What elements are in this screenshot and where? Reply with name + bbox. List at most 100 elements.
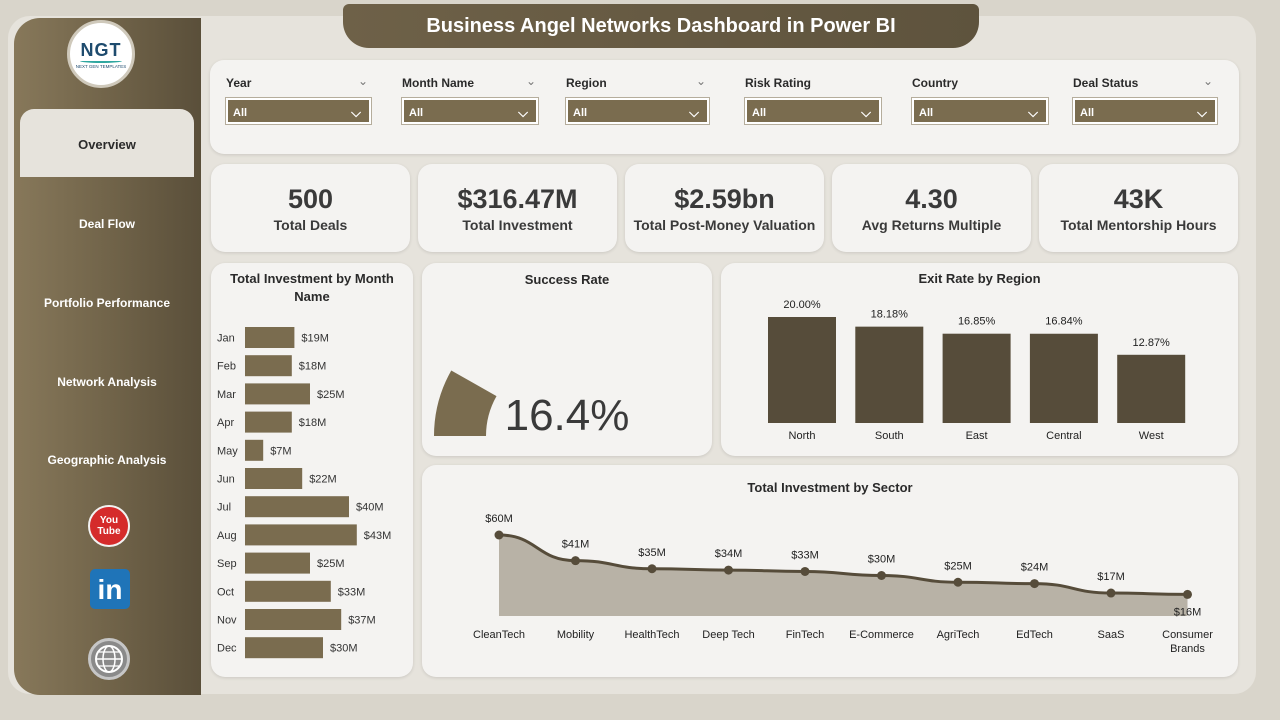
- nav-geographic-analysis[interactable]: Geographic Analysis: [47, 453, 167, 467]
- chevron-down-icon: ⌵: [861, 105, 871, 120]
- filter-panel: Year ⌄ All ⌵ Month Name ⌄ All ⌵ Region ⌄ A…: [210, 60, 1239, 154]
- filter-value: All: [752, 107, 767, 119]
- filter-value: All: [409, 107, 424, 119]
- month-bar: [245, 411, 292, 433]
- filter-label: Month Name: [402, 76, 474, 90]
- month-data-label: $25M: [317, 389, 345, 401]
- nav-portfolio-performance[interactable]: Portfolio Performance: [43, 296, 171, 310]
- chevron-down-icon[interactable]: ⌄: [526, 74, 537, 88]
- month-data-label: $33M: [338, 586, 366, 598]
- globe-glyph: [95, 645, 123, 673]
- month-data-label: $40M: [356, 502, 384, 514]
- chart-title: Total Investment by Month Name: [230, 271, 394, 304]
- sector-data-label: $25M: [944, 560, 972, 572]
- month-data-label: $18M: [299, 417, 327, 429]
- filter-select[interactable]: All ⌵: [1072, 97, 1218, 125]
- chevron-down-icon[interactable]: ⌄: [1203, 74, 1214, 88]
- sector-data-label: $30M: [868, 554, 896, 566]
- month-data-label: $43M: [364, 530, 392, 542]
- filter-country[interactable]: Country All ⌵: [911, 76, 1049, 125]
- month-bar: [245, 637, 323, 659]
- filter-label: Deal Status: [1073, 76, 1139, 90]
- linkedin-icon[interactable]: in: [90, 569, 130, 609]
- filter-value: All: [233, 107, 248, 119]
- filter-region[interactable]: Region ⌄ All ⌵: [565, 74, 710, 125]
- logo-swoosh: [80, 59, 122, 63]
- sector-point: [724, 565, 733, 575]
- youtube-icon[interactable]: You Tube: [88, 505, 130, 547]
- filter-label: Risk Rating: [745, 76, 812, 90]
- month-bar: [245, 468, 303, 489]
- kpi-label: Total Investment: [462, 217, 573, 233]
- nav-overview[interactable]: Overview: [20, 109, 194, 177]
- month-tick-label: Oct: [217, 586, 234, 598]
- month-bar: [245, 439, 264, 461]
- month-bar: [245, 524, 357, 546]
- month-data-label: $25M: [317, 558, 345, 570]
- month-tick-label: Dec: [217, 643, 237, 655]
- sector-tick-label: FinTech: [786, 629, 825, 641]
- nav-deal-flow[interactable]: Deal Flow: [78, 217, 135, 231]
- month-data-label: $19M: [301, 333, 329, 345]
- chevron-down-icon: ⌵: [518, 105, 528, 120]
- globe-icon[interactable]: [88, 638, 130, 680]
- filter-select[interactable]: All ⌵: [911, 97, 1049, 125]
- sector-area-chart: $60M CleanTech $41M Mobility $35M HealthTech $…: [473, 513, 1213, 655]
- month-data-label: $37M: [348, 615, 376, 627]
- filter-deal-status[interactable]: Deal Status ⌄ All ⌵: [1072, 74, 1218, 125]
- kpi-avg-returns-multiple: 4.30 Avg Returns Multiple: [832, 164, 1031, 252]
- region-bar: [1117, 354, 1186, 423]
- region-tick-label: North: [789, 430, 816, 442]
- sector-data-label: $24M: [1021, 562, 1049, 574]
- region-data-label: 16.85%: [958, 316, 996, 328]
- month-tick-label: Apr: [217, 417, 234, 429]
- region-tick-label: East: [966, 430, 988, 442]
- sector-line: [498, 533, 1188, 596]
- filter-select[interactable]: All ⌵: [401, 97, 539, 125]
- month-data-label: $22M: [309, 474, 337, 486]
- region-tick-label: South: [875, 430, 904, 442]
- sector-point: [571, 556, 580, 566]
- sector-tick-label: HealthTech: [624, 629, 679, 641]
- sector-tick-label: CleanTech: [473, 629, 525, 641]
- chevron-down-icon: ⌵: [689, 105, 699, 120]
- region-bar: [768, 317, 836, 423]
- filter-risk-rating[interactable]: Risk Rating All ⌵: [744, 76, 882, 125]
- month-bar: [245, 609, 342, 630]
- logo-text: NGT: [80, 39, 122, 60]
- region-data-label: 12.87%: [1133, 337, 1171, 349]
- sector-point: [1030, 579, 1039, 589]
- month-tick-label: Mar: [217, 389, 236, 401]
- sector-tick-label: Consumer: [1162, 629, 1213, 641]
- region-tick-label: West: [1139, 430, 1164, 442]
- month-tick-label: Nov: [217, 615, 237, 627]
- month-tick-label: Sep: [217, 558, 237, 570]
- sector-point: [494, 530, 504, 540]
- kpi-label: Total Post-Money Valuation: [633, 217, 816, 233]
- month-data-label: $18M: [299, 361, 327, 373]
- region-bar-chart: 20.00% North 18.18% South 16.85% East 16.84% Ce…: [768, 299, 1186, 442]
- month-bar: [245, 580, 331, 602]
- filter-select[interactable]: All ⌵: [565, 97, 710, 125]
- month-tick-label: Jun: [217, 474, 235, 486]
- nav-network-analysis[interactable]: Network Analysis: [57, 375, 157, 389]
- month-bar: [245, 496, 349, 518]
- chart-investment-by-sector: Total Investment by Sector $60M CleanTech…: [422, 465, 1238, 677]
- kpi-value: $316.47M: [457, 184, 578, 214]
- filter-month-name[interactable]: Month Name ⌄ All ⌵: [401, 74, 539, 125]
- chevron-down-icon[interactable]: ⌄: [696, 74, 707, 88]
- kpi-total-post-money-valuation: $2.59bn Total Post-Money Valuation: [625, 164, 824, 252]
- region-bar: [942, 333, 1011, 423]
- sector-data-label: $16M: [1174, 606, 1202, 618]
- filter-select[interactable]: All ⌵: [225, 97, 372, 125]
- sector-data-label: $17M: [1097, 571, 1125, 583]
- chevron-down-icon[interactable]: ⌄: [358, 74, 369, 88]
- region-bar: [855, 326, 924, 423]
- filter-select[interactable]: All ⌵: [744, 97, 882, 125]
- sector-tick-label: EdTech: [1016, 629, 1053, 641]
- sector-data-label: $35M: [638, 547, 666, 559]
- region-bar: [1029, 333, 1098, 423]
- sector-data-label: $60M: [485, 513, 513, 525]
- success-rate-gauge: 16.4%: [434, 370, 629, 440]
- filter-year[interactable]: Year ⌄ All ⌵: [225, 74, 372, 125]
